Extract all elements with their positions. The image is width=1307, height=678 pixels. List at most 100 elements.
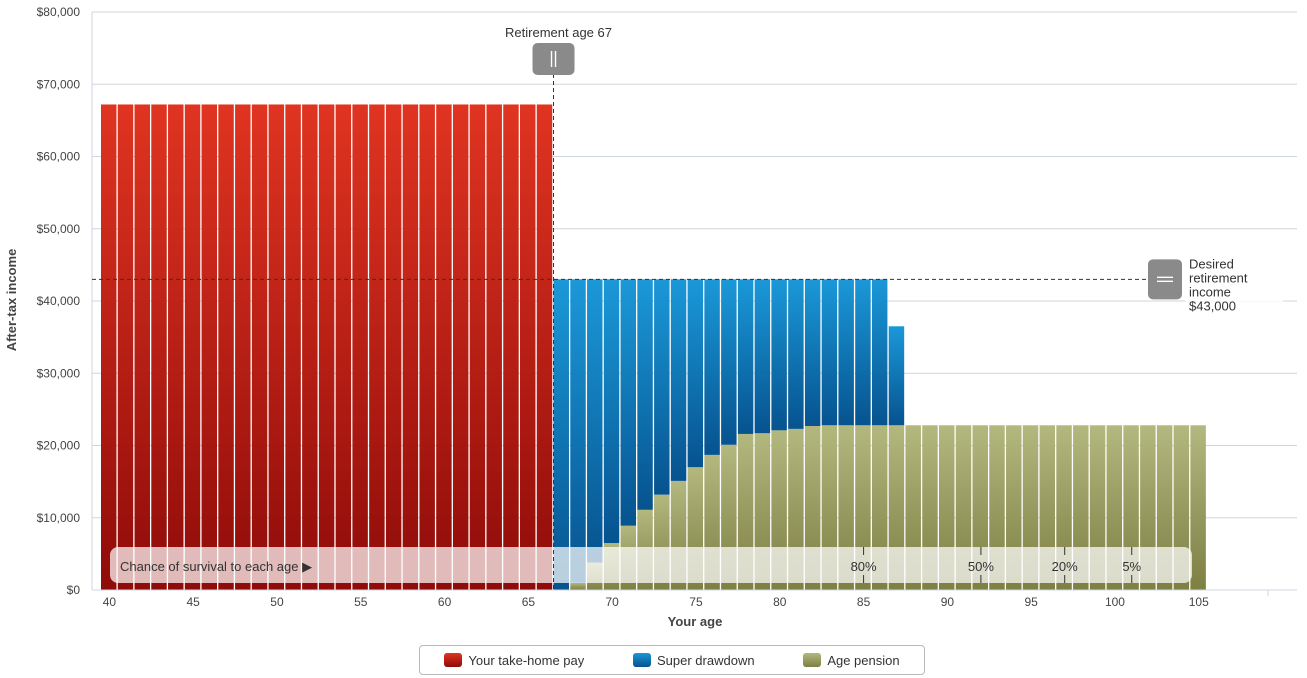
survival-marker-label: 5% [1122, 559, 1141, 574]
x-tick-label: 65 [522, 595, 536, 609]
bar-super-drawdown [737, 279, 754, 434]
bar-take-home-pay [520, 104, 536, 590]
y-tick-label: $50,000 [37, 222, 81, 236]
y-tick-label: $20,000 [37, 439, 81, 453]
legend-label-age-pension: Age pension [827, 652, 900, 668]
y-tick-label: $10,000 [37, 511, 81, 525]
x-tick-label: 55 [354, 595, 368, 609]
bar-take-home-pay [168, 104, 184, 590]
bar-super-drawdown [553, 279, 569, 590]
x-axis-title: Your age [668, 614, 723, 629]
legend-item-take-home-pay[interactable]: Your take-home pay [444, 653, 584, 668]
legend: Your take-home pay Super drawdown Age pe… [419, 645, 925, 675]
bar-super-drawdown [821, 279, 838, 426]
retirement-age-handle[interactable] [532, 43, 575, 75]
desired-income-handle[interactable] [1148, 259, 1182, 300]
x-tick-label: 105 [1189, 595, 1209, 609]
survival-marker-label: 80% [851, 559, 877, 574]
bar-age-pension [1190, 425, 1206, 590]
y-axis-title: After-tax income [4, 249, 19, 352]
y-tick-label: $30,000 [37, 366, 81, 380]
survival-marker-label: 20% [1052, 559, 1078, 574]
axes: $0 $10,000 $20,000 $30,000 $40,000 $50,000 $60… [4, 5, 1297, 629]
bar-take-home-pay [369, 104, 385, 590]
x-tick-label: 50 [270, 595, 284, 609]
legend-swatch-age-pension [803, 653, 822, 667]
overlays: Chance of survival to each age ▶ 80% 50% 20… [92, 25, 1283, 590]
bar-super-drawdown [804, 279, 821, 426]
bar-take-home-pay [536, 104, 553, 590]
bar-super-drawdown [721, 279, 737, 445]
bars [101, 104, 1206, 590]
bar-take-home-pay [117, 104, 134, 590]
bar-take-home-pay [318, 104, 335, 590]
bar-super-drawdown [587, 279, 603, 563]
x-tick-label: 45 [187, 595, 201, 609]
legend-item-age-pension[interactable]: Age pension [803, 652, 900, 668]
bar-super-drawdown [838, 279, 854, 426]
bar-take-home-pay [486, 104, 502, 590]
x-tick-label: 80 [773, 595, 787, 609]
income-chart: Chance of survival to each age ▶ 80% 50% 20… [4, 5, 1297, 629]
bar-super-drawdown [654, 279, 670, 495]
bar-super-drawdown [704, 279, 720, 455]
bar-take-home-pay [184, 104, 201, 590]
legend-label-take-home-pay: Your take-home pay [468, 652, 585, 668]
legend-swatch-take-home-pay [444, 653, 463, 667]
x-tick-label: 85 [857, 595, 871, 609]
x-tick-label: 100 [1105, 595, 1125, 609]
bar-take-home-pay [218, 104, 234, 590]
bar-take-home-pay [452, 104, 469, 590]
bar-take-home-pay [101, 104, 117, 590]
desired-income-label: Desired [1189, 256, 1234, 271]
x-tick-label: 60 [438, 595, 452, 609]
desired-income-label: retirement [1189, 270, 1248, 285]
desired-income-label: income [1189, 284, 1231, 299]
x-tick-label: 40 [103, 595, 117, 609]
survival-label: Chance of survival to each age ▶ [120, 559, 312, 574]
desired-income-label: $43,000 [1189, 298, 1236, 313]
bar-take-home-pay [134, 104, 150, 590]
bar-take-home-pay [469, 104, 486, 590]
bar-super-drawdown [570, 279, 586, 583]
y-tick-label: $0 [67, 583, 81, 597]
bar-take-home-pay [302, 104, 318, 590]
survival-band [110, 547, 1192, 583]
x-tick-label: 70 [606, 595, 620, 609]
y-tick-label: $70,000 [37, 77, 81, 91]
bar-age-pension [570, 582, 586, 590]
bar-super-drawdown [670, 279, 687, 481]
desired-income-label-bg [1185, 255, 1283, 302]
bar-take-home-pay [419, 104, 435, 590]
bar-take-home-pay [251, 104, 268, 590]
bar-super-drawdown [888, 326, 905, 426]
bar-super-drawdown [603, 279, 620, 544]
bar-super-drawdown [754, 279, 771, 434]
bar-take-home-pay [503, 104, 519, 590]
bar-take-home-pay [402, 104, 419, 590]
bar-take-home-pay [268, 104, 285, 590]
y-tick-label: $40,000 [37, 294, 81, 308]
x-tick-label: 90 [941, 595, 955, 609]
bar-take-home-pay [385, 104, 402, 590]
survival-marker-label: 50% [968, 559, 994, 574]
bar-super-drawdown [687, 279, 704, 468]
bar-super-drawdown [871, 279, 888, 426]
bar-take-home-pay [436, 104, 452, 590]
bar-super-drawdown [637, 279, 653, 510]
bar-take-home-pay [235, 104, 251, 590]
bar-take-home-pay [285, 104, 301, 590]
bar-super-drawdown [788, 279, 804, 429]
x-tick-label: 95 [1025, 595, 1039, 609]
bar-super-drawdown [855, 279, 871, 426]
legend-item-super-drawdown[interactable]: Super drawdown [633, 653, 755, 668]
y-tick-label: $80,000 [37, 5, 81, 19]
bar-take-home-pay [335, 104, 352, 590]
y-tick-label: $60,000 [37, 150, 81, 164]
bar-super-drawdown [620, 279, 637, 526]
bar-take-home-pay [352, 104, 368, 590]
bar-take-home-pay [201, 104, 218, 590]
x-tick-label: 75 [689, 595, 703, 609]
retirement-label: Retirement age 67 [505, 25, 612, 40]
legend-label-super-drawdown: Super drawdown [657, 652, 755, 668]
